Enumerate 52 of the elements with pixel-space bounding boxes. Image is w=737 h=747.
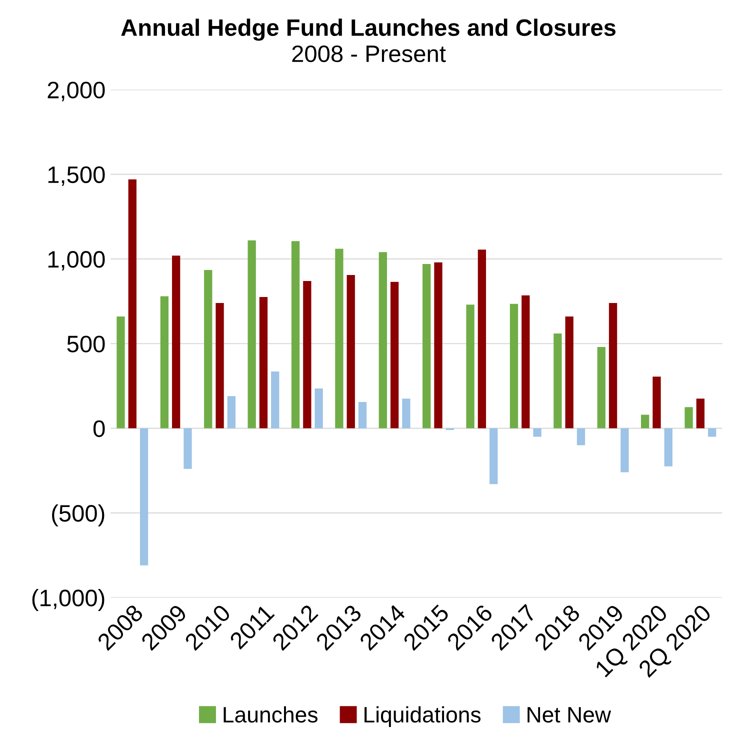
bar xyxy=(510,304,518,428)
bar xyxy=(160,296,169,428)
chart-subtitle: 2008 - Present xyxy=(292,45,446,62)
bar xyxy=(259,297,268,428)
bar xyxy=(390,282,399,428)
bar xyxy=(565,316,574,428)
bar xyxy=(116,316,125,428)
bar xyxy=(172,256,180,428)
legend-label: Liquidations xyxy=(364,706,481,727)
bar xyxy=(533,428,542,437)
bar xyxy=(684,407,693,428)
bar xyxy=(620,428,629,472)
bar xyxy=(466,304,474,428)
y-tick-label: 1,000 xyxy=(48,251,105,271)
bar xyxy=(358,402,367,428)
bar xyxy=(216,302,224,428)
bar xyxy=(271,372,280,428)
y-tick-label: (500) xyxy=(52,504,104,526)
bar xyxy=(248,240,256,428)
bar xyxy=(478,250,486,428)
bar xyxy=(184,428,192,469)
bar xyxy=(664,428,672,466)
bar xyxy=(140,428,148,566)
bar xyxy=(422,264,431,428)
legend-label: Launches xyxy=(224,706,318,723)
bar xyxy=(640,414,650,428)
bar xyxy=(597,347,606,428)
chart-title: Annual Hedge Fund Launches and Closures xyxy=(121,18,616,41)
bar xyxy=(402,398,410,428)
y-tick-label: 0 xyxy=(93,420,105,438)
bar xyxy=(227,396,236,428)
bar xyxy=(522,295,530,428)
bar xyxy=(652,376,661,428)
y-tick-label: 1,500 xyxy=(48,166,105,186)
bar xyxy=(576,428,586,446)
bar xyxy=(490,428,498,484)
bar xyxy=(378,252,387,428)
bar xyxy=(708,428,716,437)
bar xyxy=(335,248,344,428)
bar xyxy=(434,262,442,428)
bar xyxy=(303,280,312,428)
bar xyxy=(608,302,618,428)
bar xyxy=(291,241,300,428)
legend-label: Net New xyxy=(528,707,612,723)
y-tick-label: 500 xyxy=(67,336,105,352)
bar xyxy=(128,179,136,428)
bar xyxy=(554,333,562,428)
bar xyxy=(204,270,212,428)
y-tick-label: 2,000 xyxy=(48,82,105,102)
bar xyxy=(314,388,323,428)
bar xyxy=(346,275,355,428)
bar xyxy=(696,398,704,428)
